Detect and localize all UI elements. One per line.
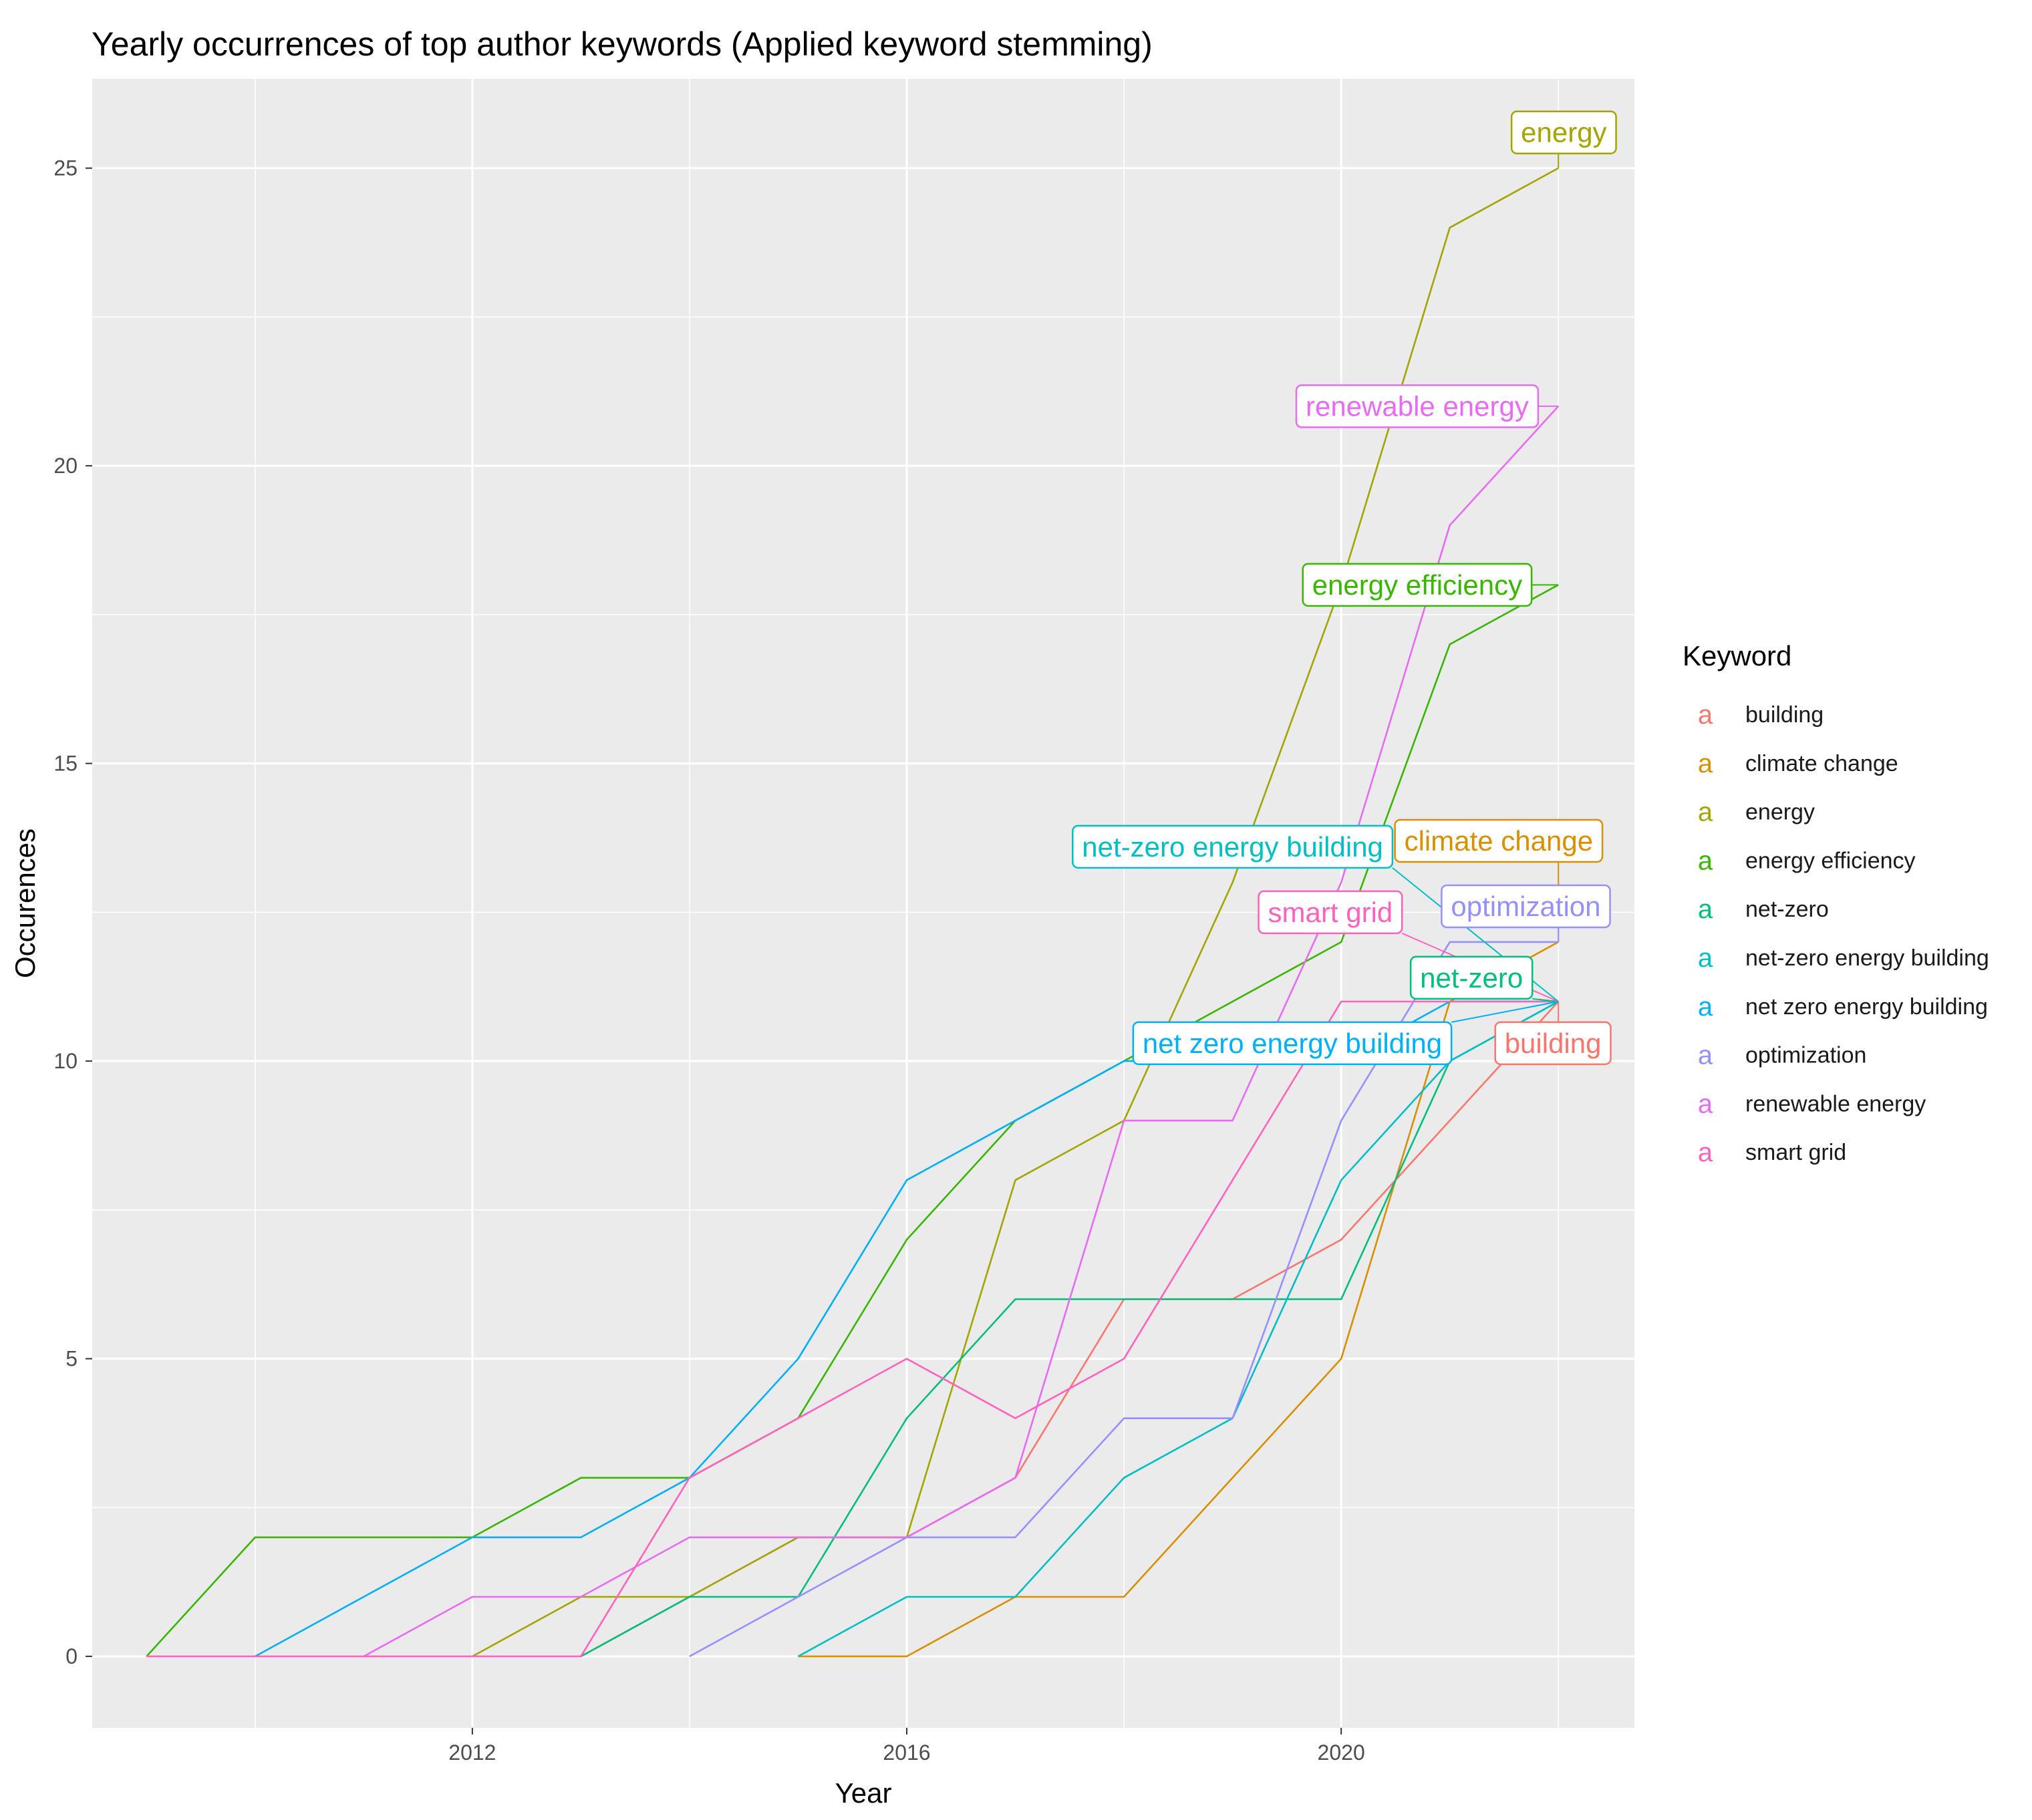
series-line-renewable-energy [363,406,1560,1658]
legend-item-energy: a energy [1698,798,1815,827]
annotation-net-zero: net-zero [1409,955,1559,1003]
annotation-box-optimization [1441,884,1611,929]
annotation-connector-net-zero [1532,998,1559,1003]
annotation-renewable-energy: renewable energy [1295,384,1559,428]
legend-key-glyph: a [1698,1089,1713,1118]
y-tick-label: 0 [65,1644,78,1668]
x-tick-label: 2016 [883,1740,930,1765]
annotation-connector-net-zero-energy-building [1451,1001,1559,1023]
legend-item-building: a building [1698,700,1824,730]
legend-key-glyph: a [1698,992,1713,1022]
annotation-box-energy [1510,110,1617,154]
x-tick-label: 2012 [448,1740,496,1765]
y-tick-label: 5 [65,1347,78,1371]
legend-key-glyph: a [1698,1041,1713,1070]
legend-title: Keyword [1683,640,1791,671]
annotation-box-net-zero [1409,955,1534,1000]
legend-label: smart grid [1745,1140,1846,1165]
series-line-energy-efficiency [146,584,1559,1657]
legend-key-glyph: a [1698,943,1713,973]
legend-items: a building a climate change a energy a energy e… [1698,700,1989,1167]
annotation-box-net-zero-energy-building [1072,824,1394,869]
annotation-box-climate-change [1394,818,1604,863]
annotation-label-net-zero-energy-building: net-zero energy building [1082,831,1383,863]
annotation-net-zero-energy-building: net-zero energy building [1072,824,1559,1002]
annotation-smart-grid: smart grid [1258,890,1559,1002]
legend-label: net-zero energy building [1745,945,1989,971]
annotation-label-energy: energy [1521,117,1606,148]
annotation-label-renewable-energy: renewable energy [1306,391,1529,422]
y-tick-label: 20 [53,454,78,478]
legend-label: energy [1745,800,1815,825]
annotation-box-energy-efficiency [1302,563,1533,607]
legend-key-glyph: a [1698,1138,1713,1167]
annotations: energy renewable energy energy efficiency n… [1072,110,1617,1066]
legend-item-net-zero: a net-zero [1698,895,1829,924]
y-tick-label: 15 [53,752,78,776]
y-tick-label: 10 [53,1049,78,1073]
legend-label: net-zero [1745,897,1829,922]
legend-label: energy efficiency [1745,848,1916,873]
legend-item-renewable-energy: a renewable energy [1698,1089,1926,1118]
legend-key-glyph: a [1698,749,1713,778]
annotation-box-net-zero-energy-building [1132,1021,1453,1066]
annotation-label-energy-efficiency: energy efficiency [1312,569,1522,601]
legend-label: building [1745,702,1824,728]
legend-item-energy-efficiency: a energy efficiency [1698,846,1916,875]
annotation-building: building [1494,1002,1612,1066]
annotation-energy: energy [1510,110,1617,168]
annotation-label-net-zero-energy-building: net zero energy building [1143,1028,1442,1059]
x-axis-title: Year [835,1777,892,1809]
annotation-label-building: building [1505,1028,1602,1059]
legend-key-glyph: a [1698,895,1713,924]
annotation-label-climate-change: climate change [1405,825,1594,857]
plot-panel [92,79,1634,1728]
legend-key-glyph: a [1698,798,1713,827]
annotation-box-building [1494,1021,1612,1066]
legend-label: climate change [1745,751,1898,776]
annotation-climate-change: climate change [1394,818,1604,942]
annotation-optimization: optimization [1441,884,1611,942]
annotation-label-net-zero: net-zero [1420,962,1523,994]
annotation-net-zero-energy-building: net zero energy building [1132,1001,1559,1066]
y-axis-title: Occurences [9,828,41,978]
annotation-energy-efficiency: energy efficiency [1302,563,1559,607]
annotation-label-smart-grid: smart grid [1268,897,1393,928]
annotation-box-renewable-energy [1295,384,1540,428]
x-axis-ticks: 2012 2016 2020 [448,1728,1365,1765]
legend-label: renewable energy [1745,1091,1926,1116]
legend-label: optimization [1745,1043,1866,1068]
legend-key-glyph: a [1698,700,1713,730]
legend-item-smart-grid: a smart grid [1698,1138,1846,1167]
annotation-box-smart-grid [1258,890,1403,935]
legend-item-optimization: a optimization [1698,1041,1867,1070]
y-axis-ticks: 0 5 10 15 20 25 [53,156,92,1668]
x-tick-label: 2020 [1318,1740,1365,1765]
chart-title: Yearly occurrences of top author keyword… [92,25,1153,63]
series-lines [146,167,1560,1658]
legend-item-climate-change: a climate change [1698,749,1898,778]
y-tick-label: 25 [53,156,78,180]
annotation-label-optimization: optimization [1451,891,1600,922]
legend-label: net zero energy building [1745,994,1988,1020]
series-line-energy [472,167,1559,1658]
legend-key-glyph: a [1698,846,1713,875]
legend-item-net-zero-energy-building: a net-zero energy building [1698,943,1989,973]
legend-item-net-zero-energy-building: a net zero energy building [1698,992,1988,1022]
series-line-net-zero-energy-building [797,1000,1559,1658]
